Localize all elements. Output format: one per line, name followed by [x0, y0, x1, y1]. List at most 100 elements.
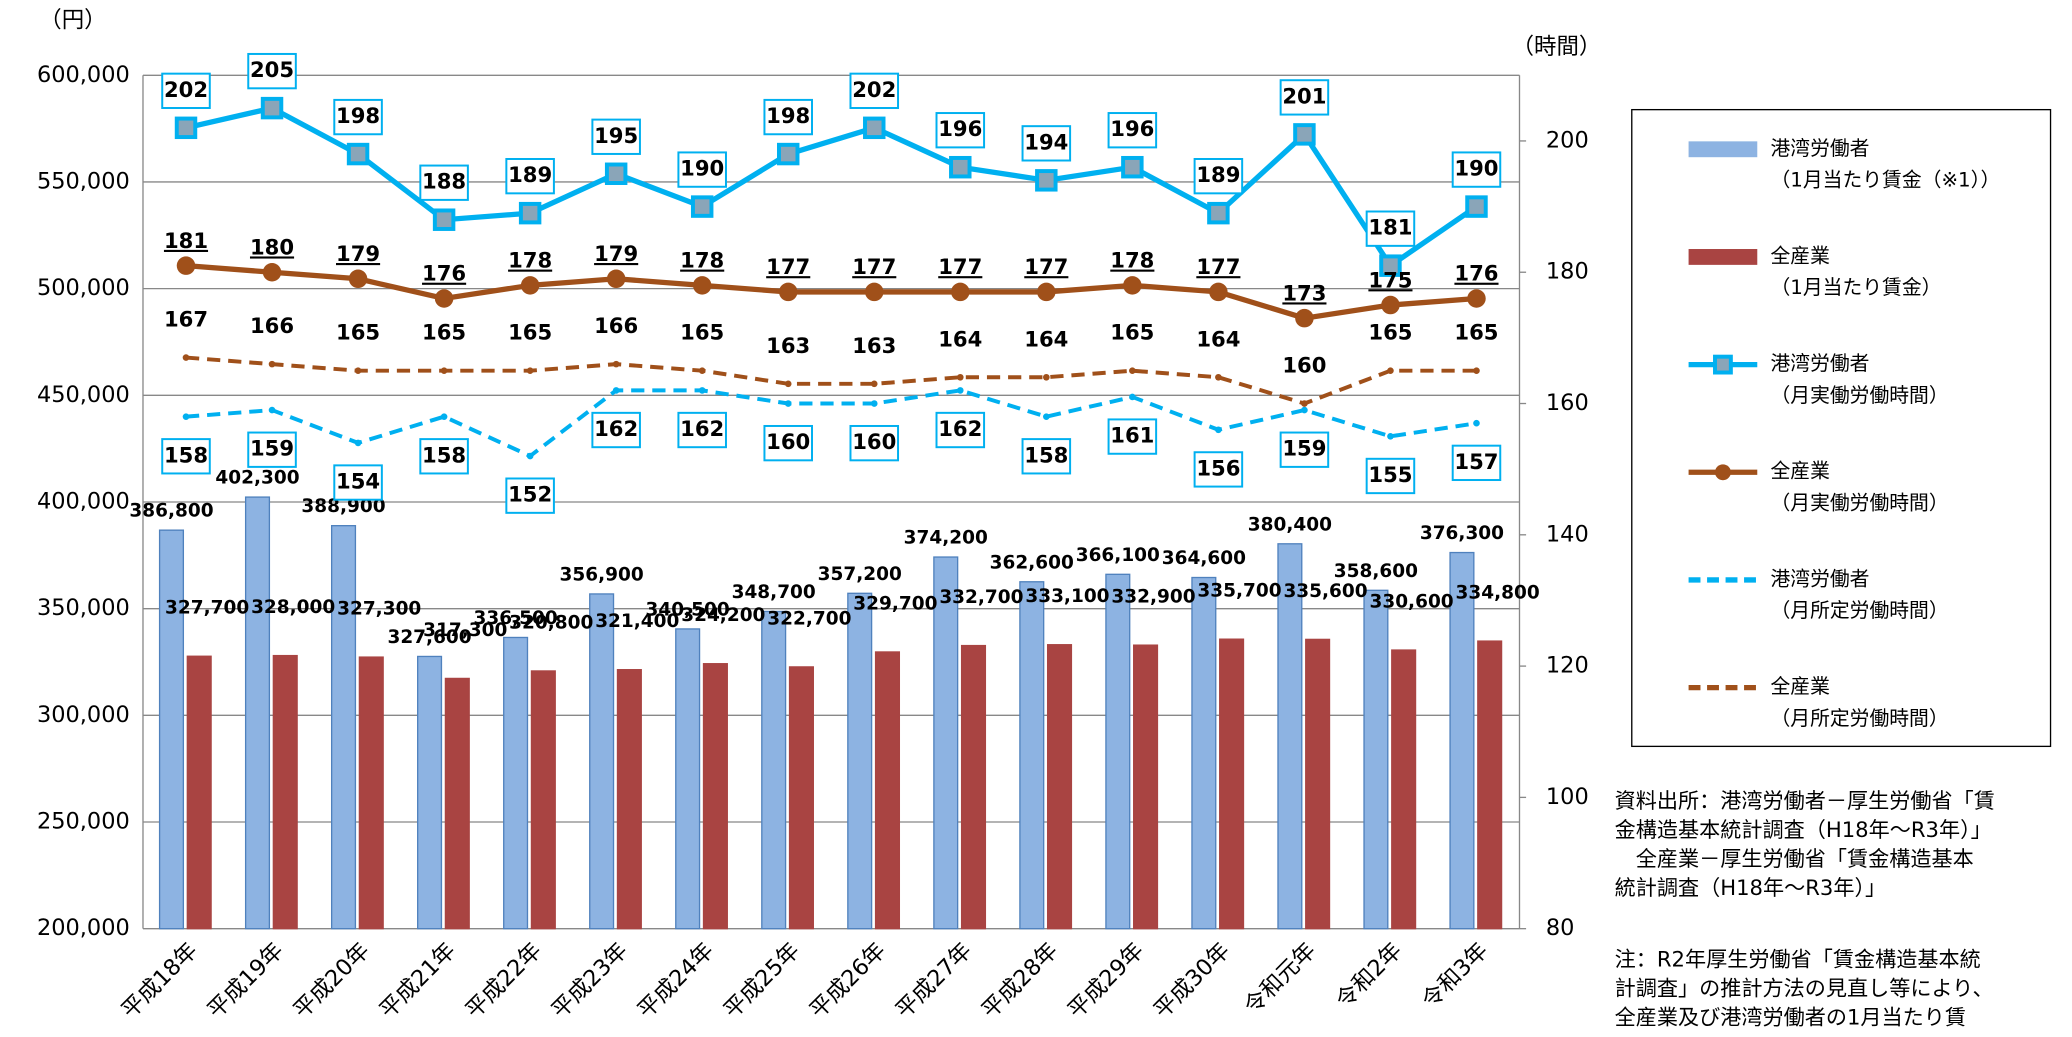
line-value-label: 179 [336, 241, 380, 266]
marker [518, 201, 542, 225]
line-value-label: 163 [766, 333, 810, 358]
bar-value-label: 332,900 [1111, 587, 1195, 608]
line-value-label: 177 [938, 254, 982, 279]
line-value-label: 155 [1368, 462, 1412, 487]
bar [158, 529, 185, 930]
bar-value-label: 321,400 [595, 611, 679, 632]
line-value-label: 181 [164, 228, 208, 253]
line-value-label: 154 [336, 469, 380, 494]
marker [612, 360, 620, 368]
marker [1387, 433, 1394, 440]
line-value-label: 198 [336, 103, 380, 128]
label-box [1021, 125, 1072, 162]
bar-value-label: 374,200 [904, 528, 988, 549]
note-line: 計調査」の推計方法の見直し等により、 [1615, 975, 1994, 1000]
line-value-label: 158 [1024, 442, 1068, 467]
y-tick-label: 450,000 [37, 382, 130, 408]
y2-tick-label: 160 [1546, 390, 1589, 416]
legend-label: 港湾労働者 [1770, 352, 1869, 375]
bar-value-label: 335,600 [1283, 581, 1367, 602]
bar-value-label: 364,600 [1162, 548, 1246, 569]
line-value-label: 165 [508, 320, 552, 345]
bar-value-label: 324,200 [681, 605, 765, 626]
y2-tick-label: 140 [1546, 521, 1589, 547]
marker [606, 269, 626, 289]
label-box [1193, 451, 1244, 488]
line-value-label: 165 [1110, 320, 1154, 345]
bar [444, 677, 470, 930]
bar [702, 663, 728, 930]
x-tick-label: 平成27年 [891, 938, 977, 1024]
line-value-label: 162 [680, 416, 724, 441]
label-box [849, 72, 900, 109]
label-box [1279, 431, 1330, 468]
marker [348, 269, 368, 289]
bar [933, 556, 959, 930]
line-value-label: 176 [422, 261, 466, 286]
label-box [677, 151, 727, 188]
bar-value-label: 317,300 [423, 620, 507, 641]
label-box [505, 157, 555, 195]
legend-note: （月実働労働時間） [1770, 384, 1948, 407]
bar [589, 593, 615, 930]
bar-value-label: 402,300 [215, 468, 299, 489]
label-box [935, 411, 986, 449]
line [185, 388, 1477, 459]
marker [956, 387, 964, 394]
line-value-label: 198 [766, 103, 810, 128]
marker [174, 116, 198, 140]
bar [1105, 573, 1131, 930]
x-tick-label: 平成23年 [547, 938, 633, 1024]
line-value-label: 189 [1196, 162, 1240, 187]
note-line: 金構造基本統計調査（H18年～R3年）」 [1615, 817, 1992, 842]
marker [1043, 413, 1050, 420]
legend-note: （月実働労働時間） [1770, 491, 1948, 514]
bar-value-label: 380,400 [1248, 514, 1332, 535]
marker [1121, 155, 1144, 179]
line-value-label: 165 [422, 320, 466, 345]
label-box [333, 98, 383, 136]
label-box [1021, 438, 1072, 475]
line-value-label: 190 [680, 156, 724, 181]
x-tick-label: 平成24年 [633, 938, 719, 1024]
legend-label: 全産業 [1770, 244, 1830, 267]
legend-label: 全産業 [1770, 675, 1830, 698]
marker [1129, 367, 1136, 375]
marker [1215, 373, 1222, 381]
marker [354, 367, 362, 375]
marker [698, 387, 706, 394]
label-box [161, 72, 211, 109]
line-value-label: 158 [422, 442, 466, 467]
marker [604, 162, 628, 185]
bar [358, 656, 384, 930]
label-box [1107, 112, 1158, 149]
note-line: 資料出所：港湾労働者－厚生労働省「賃 [1615, 788, 1995, 813]
marker [698, 367, 706, 375]
marker [690, 195, 714, 218]
marker [176, 256, 196, 275]
y2-tick-label: 100 [1546, 784, 1589, 810]
label-box [1451, 444, 1502, 482]
label-box [247, 431, 297, 468]
bar-value-label: 348,700 [732, 582, 816, 603]
marker [1295, 308, 1314, 328]
legend-swatch [1688, 141, 1758, 158]
marker [440, 367, 448, 375]
line-value-label: 202 [852, 77, 896, 102]
bar-value-label: 336,500 [473, 608, 557, 629]
marker [956, 373, 964, 381]
line-value-label: 177 [766, 254, 810, 279]
marker [692, 276, 712, 295]
marker [1465, 195, 1488, 218]
x-tick-label: 令和2年 [1331, 938, 1407, 1014]
line-value-label: 178 [1110, 248, 1154, 273]
line-value-label: 188 [422, 169, 466, 194]
label-box [419, 164, 469, 201]
line-value-label: 175 [1368, 267, 1412, 292]
line-value-label: 165 [1368, 320, 1412, 345]
marker [1043, 373, 1050, 381]
x-tick-label: 令和3年 [1417, 938, 1493, 1014]
bar [788, 666, 814, 930]
marker [1129, 393, 1136, 401]
